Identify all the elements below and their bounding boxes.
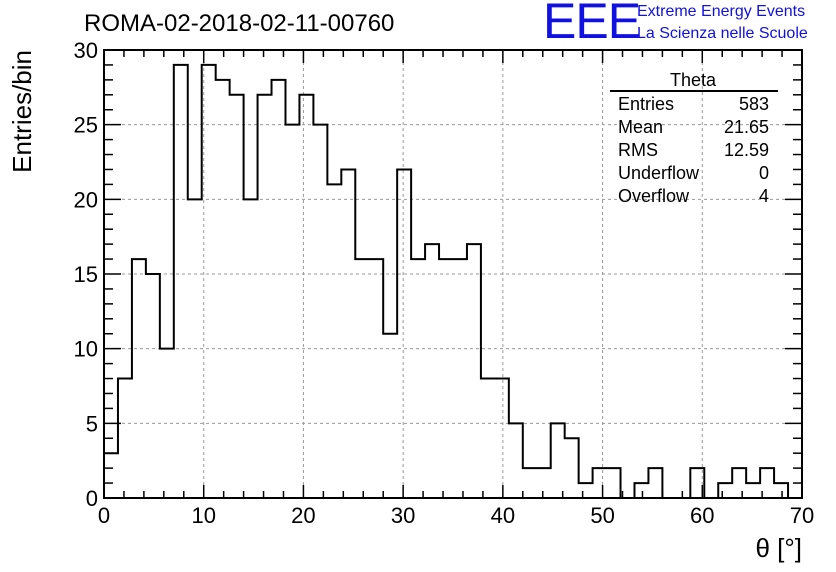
stats-box-rows: Entries 583 Mean 21.65 RMS 12.59 Underflow 0 Ove… bbox=[618, 94, 769, 206]
y-tick-label-5: 25 bbox=[74, 113, 98, 138]
stats-row-value: 0 bbox=[759, 163, 769, 183]
y-axis-ticks: 0 5 10 15 20 25 30 bbox=[74, 38, 802, 511]
stats-row-value: 583 bbox=[739, 94, 769, 114]
y-tick-label-4: 20 bbox=[74, 187, 98, 212]
x-axis-label: θ [°] bbox=[755, 533, 802, 563]
x-tick-label-6: 60 bbox=[690, 503, 714, 528]
x-tick-label-7: 70 bbox=[790, 503, 814, 528]
chart-title: ROMA-02-2018-02-11-00760 bbox=[84, 10, 395, 37]
stats-row-label: Mean bbox=[618, 117, 663, 137]
x-axis-ticks: 0 10 20 30 40 50 60 70 bbox=[98, 50, 814, 528]
x-tick-label-2: 20 bbox=[291, 503, 315, 528]
y-tick-label-1: 5 bbox=[86, 411, 98, 436]
eee-logo-mark: EEE bbox=[543, 0, 641, 49]
stats-row-label: Overflow bbox=[618, 186, 690, 206]
stats-row-value: 4 bbox=[759, 186, 769, 206]
eee-logo-line-2: La Scienza nelle Scuole bbox=[637, 25, 808, 42]
x-tick-label-4: 40 bbox=[491, 503, 515, 528]
stats-row-label: Entries bbox=[618, 94, 674, 114]
stats-row-label: RMS bbox=[618, 140, 658, 160]
y-tick-label-2: 10 bbox=[74, 337, 98, 362]
y-tick-label-0: 0 bbox=[86, 486, 98, 511]
x-tick-label-3: 30 bbox=[391, 503, 415, 528]
stats-box: Theta Entries 583 Mean 21.65 RMS 12.59 Underfl… bbox=[610, 70, 778, 206]
y-tick-label-6: 30 bbox=[74, 38, 98, 63]
x-tick-label-5: 50 bbox=[590, 503, 614, 528]
grid-lines bbox=[103, 49, 803, 499]
stats-row-label: Underflow bbox=[618, 163, 700, 183]
stats-row-value: 21.65 bbox=[724, 117, 769, 137]
x-tick-label-1: 10 bbox=[191, 503, 215, 528]
y-axis-label: Entries/bin bbox=[7, 50, 37, 173]
stats-box-title: Theta bbox=[670, 70, 717, 90]
stats-row-value: 12.59 bbox=[724, 140, 769, 160]
eee-logo-line-1: Extreme Energy Events bbox=[637, 3, 806, 20]
histogram-outline bbox=[103, 63, 802, 499]
y-tick-label-3: 15 bbox=[74, 262, 98, 287]
x-tick-label-0: 0 bbox=[98, 503, 110, 528]
